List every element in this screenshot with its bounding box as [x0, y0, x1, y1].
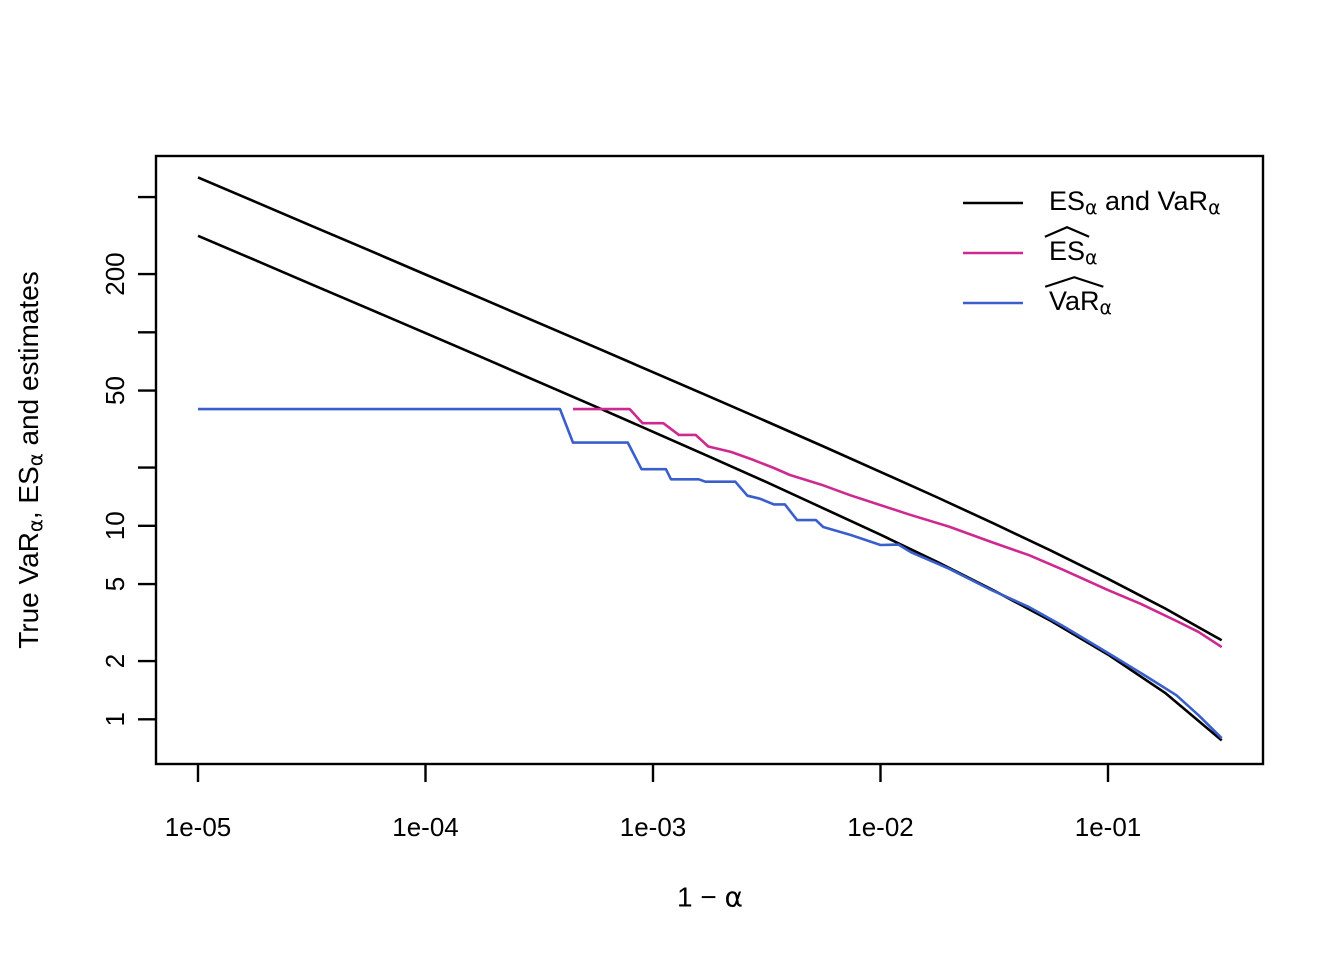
- label-subscript: α: [1085, 196, 1098, 219]
- wide-hat-accent: ES: [1049, 236, 1085, 267]
- legend-label: VaRα: [1049, 286, 1112, 319]
- label-text: ES: [1049, 185, 1086, 216]
- y-axis-title: True VaRα, ESα and estimates: [13, 271, 47, 649]
- y-tick-label: 50: [100, 376, 130, 405]
- x-tick-label: 1e-05: [165, 812, 232, 842]
- wide-hat-accent: VaR: [1049, 286, 1100, 317]
- y-tick-label: 1: [100, 712, 130, 726]
- label-subscript: α: [1208, 196, 1221, 219]
- label-subscript: α: [1085, 246, 1098, 269]
- series-line-var-true: [197, 234, 1223, 742]
- label-subscript: α: [24, 453, 48, 467]
- label-text: ES: [1049, 235, 1086, 266]
- series-line-es-true: [197, 176, 1223, 642]
- series-line-es-hat: [573, 407, 1223, 649]
- y-tick-label: 200: [100, 252, 130, 295]
- series-line-var-hat: [198, 407, 1223, 740]
- label-text: 1 −: [677, 881, 725, 913]
- x-tick-label: 1e-03: [620, 812, 687, 842]
- legend-label: ESα: [1049, 236, 1097, 269]
- y-tick-label: 2: [100, 654, 130, 668]
- hat-icon: [1044, 226, 1090, 238]
- label-text: True VaR: [12, 532, 44, 649]
- plot-box: [154, 154, 1265, 766]
- x-tick-label: 1e-02: [847, 812, 914, 842]
- label-text: α: [724, 880, 743, 914]
- label-subscript: α: [24, 519, 48, 533]
- label-text: VaR: [1049, 285, 1100, 316]
- hat-icon: [1044, 276, 1105, 288]
- legend-label: ESα and VaRα: [1049, 186, 1221, 219]
- label-text: , ES: [12, 466, 44, 520]
- label-subscript: α: [1099, 296, 1112, 319]
- label-text: and estimates: [12, 271, 44, 454]
- x-tick-label: 1e-01: [1075, 812, 1142, 842]
- x-axis-title: 1 − α: [677, 881, 743, 914]
- x-tick-label: 1e-04: [392, 812, 459, 842]
- label-text: and VaR: [1097, 185, 1209, 216]
- y-tick-label: 5: [100, 577, 130, 591]
- y-tick-label: 10: [100, 511, 130, 540]
